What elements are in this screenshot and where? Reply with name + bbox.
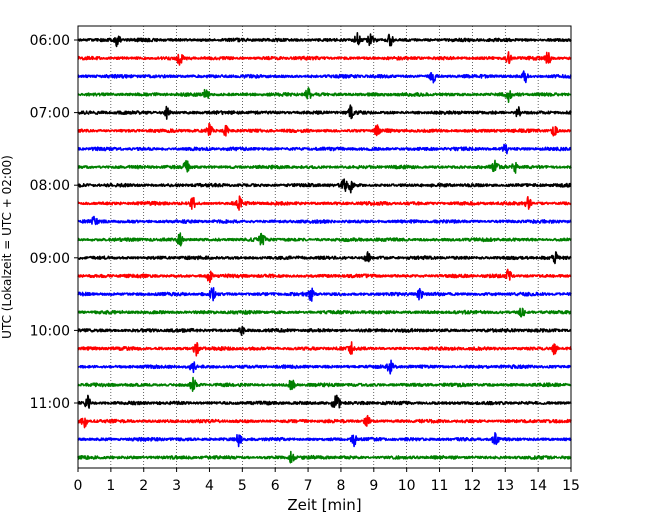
x-tick-label: 1 [106,478,115,494]
x-tick-label: 7 [304,478,313,494]
y-tick-label: 09:00 [30,251,70,267]
trace-0900 [77,251,572,265]
trace-1000 [77,325,572,336]
x-tick-label: 14 [529,478,547,494]
y-tick-label: 10:00 [30,323,70,339]
trace-0630 [77,70,572,84]
x-tick-label: 0 [74,478,83,494]
trace-0830 [77,215,572,226]
x-tick-label: 8 [336,478,345,494]
trace-1030 [77,359,572,375]
trace-0845 [77,232,572,247]
x-tick-label: 12 [463,478,481,494]
x-tick-label: 15 [562,478,580,494]
y-tick-label: 08:00 [30,178,70,194]
trace-0945 [77,307,572,318]
x-tick-label: 11 [431,478,449,494]
trace-1015 [77,341,572,357]
y-tick-label: 06:00 [30,33,70,49]
x-tick-label: 2 [139,478,148,494]
x-axis-ticks: 0 1 2 3 4 5 6 7 8 9 10 11 12 13 14 15 [74,468,580,494]
plot-frame [77,25,572,469]
trace-0730 [77,143,572,155]
trace-0645 [77,87,572,104]
trace-0930 [77,286,572,302]
trace-0800 [77,178,572,194]
trace-1115 [77,414,572,429]
x-axis-label: Zeit [min] [287,496,361,514]
x-tick-label: 13 [496,478,514,494]
y-tick-label: 07:00 [30,106,70,122]
trace-0600 [77,31,572,48]
x-tick-label: 6 [271,478,280,494]
trace-0815 [77,195,572,211]
y-axis-label: UTC (Lokalzeit = UTC + 02:00) [0,155,14,339]
trace-1100 [77,394,572,409]
x-tick-label: 10 [398,478,416,494]
trace-1045 [77,376,572,392]
trace-0700 [77,104,572,120]
x-tick-label: 9 [369,478,378,494]
x-tick-label: 4 [205,478,214,494]
trace-0745 [77,159,572,174]
trace-0715 [77,122,572,137]
x-tick-label: 5 [238,478,247,494]
seismogram-traces [77,31,572,464]
y-axis-ticks: 06:00 07:00 08:00 09:00 10:00 11:00 [30,33,78,412]
trace-1145 [77,450,572,464]
trace-0615 [77,51,572,66]
x-tick-label: 3 [172,478,181,494]
trace-1130 [77,432,572,448]
trace-0915 [77,268,572,284]
y-tick-label: 11:00 [30,396,70,412]
